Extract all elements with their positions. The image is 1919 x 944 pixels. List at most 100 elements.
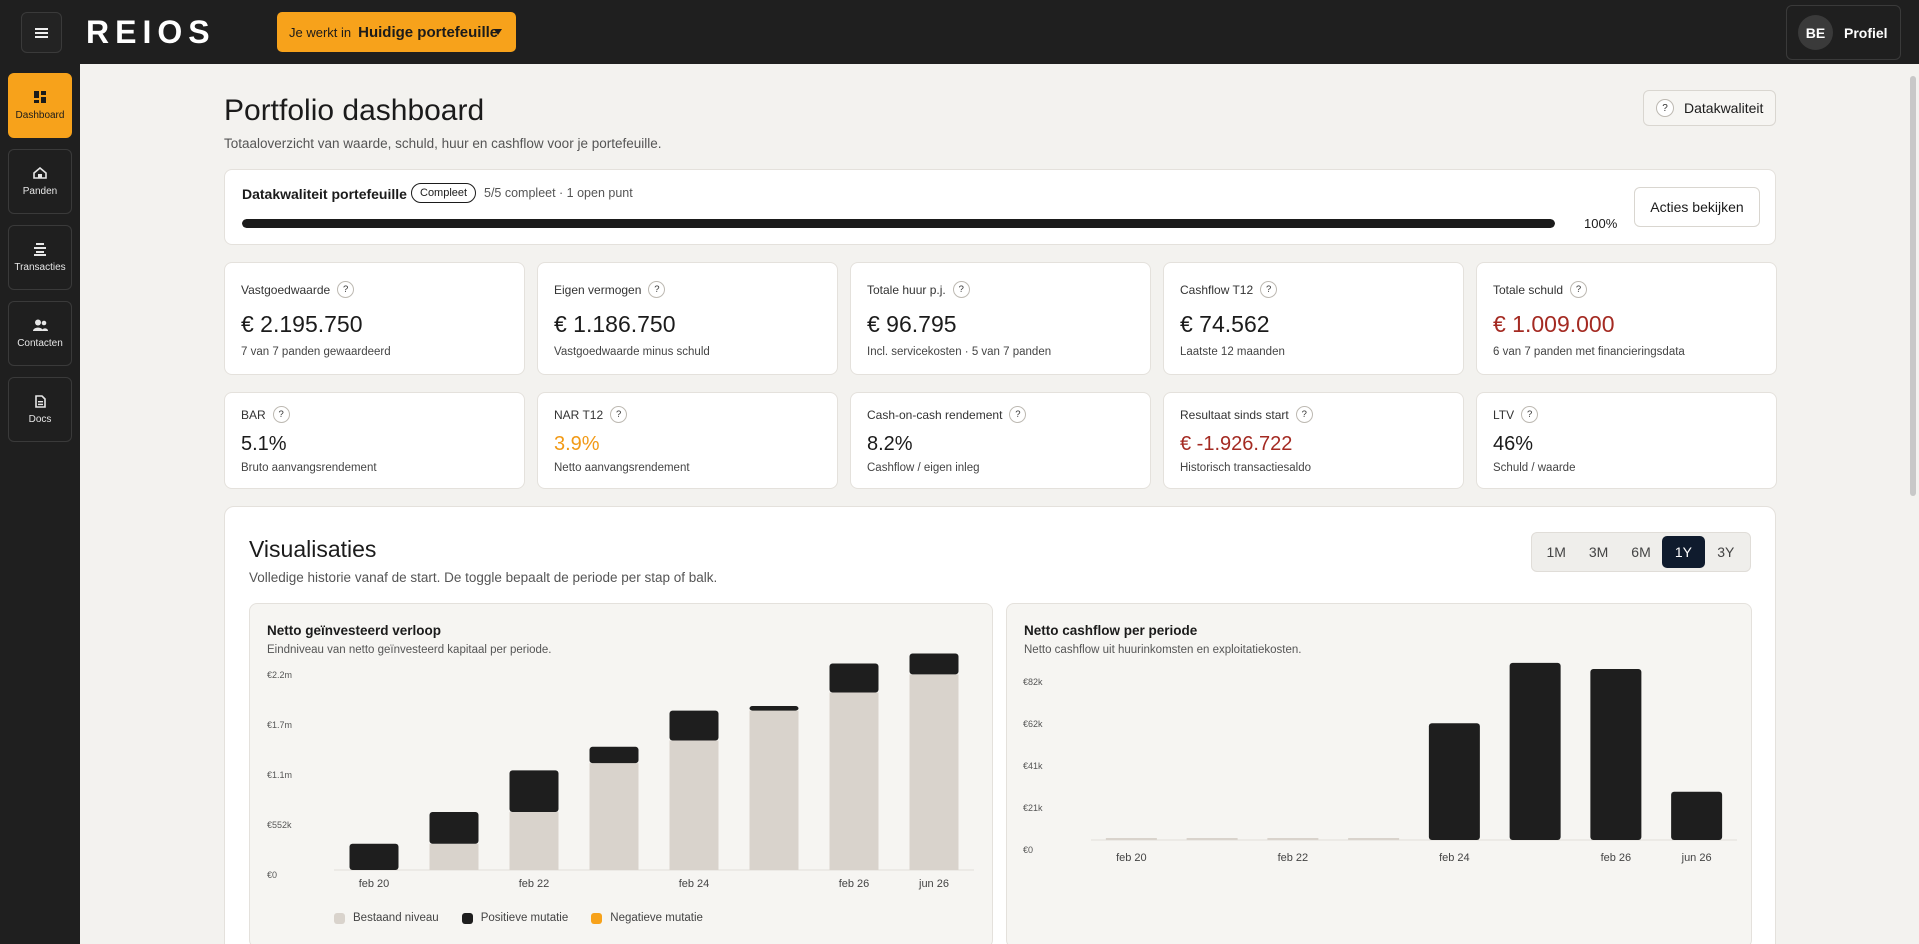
section-subtitle: Volledige historie vanaf de start. De to… bbox=[249, 570, 718, 585]
kpi-value: 46% bbox=[1493, 433, 1534, 455]
kpi-label: Totale schuld bbox=[1493, 282, 1564, 297]
bar-cashflow bbox=[1590, 668, 1642, 840]
visualisaties-section: Visualisaties Volledige historie vanaf d… bbox=[224, 506, 1776, 944]
legend-item: Bestaand niveau bbox=[334, 912, 439, 924]
menu-button[interactable] bbox=[21, 12, 62, 53]
kpi-subtext: Netto aanvangsrendement bbox=[554, 462, 690, 474]
help-icon[interactable]: ? bbox=[610, 406, 628, 423]
y-tick-label: €0 bbox=[1023, 845, 1033, 855]
kpi-card-eigen-vermogen: Eigen vermogen? € 1.186.750 Vastgoedwaar… bbox=[537, 262, 838, 375]
toggle-3m[interactable]: 3M bbox=[1588, 544, 1609, 560]
chart-title: Netto geïnvesteerd verloop bbox=[267, 623, 442, 638]
x-tick-label: jun 26 bbox=[918, 878, 949, 890]
x-tick-label: feb 20 bbox=[1116, 852, 1147, 864]
legend-label: Bestaand niveau bbox=[353, 912, 439, 924]
sidebar-item-docs[interactable]: Docs bbox=[8, 377, 72, 442]
workspace-selector[interactable]: Je werkt in Huidige portefeuille bbox=[277, 12, 516, 52]
bar-existing bbox=[829, 692, 879, 870]
sidebar-item-label: Transacties bbox=[14, 262, 66, 273]
kpi-card-ltv: LTV? 46% Schuld / waarde bbox=[1476, 392, 1777, 489]
bar-positive bbox=[909, 653, 959, 675]
bar-positive bbox=[669, 710, 719, 741]
workspace-value: Huidige portefeuille bbox=[358, 23, 499, 41]
period-toggle: 1M 3M 6M 1Y 3Y bbox=[1531, 532, 1751, 572]
toggle-6m[interactable]: 6M bbox=[1631, 544, 1651, 560]
page-scrollbar[interactable] bbox=[1907, 64, 1919, 944]
dq-meta: 5/5 compleet · 1 open punt bbox=[484, 186, 633, 200]
y-tick-label: €552k bbox=[267, 820, 292, 830]
top-bar: REIOS Je werkt in Huidige portefeuille B… bbox=[0, 0, 1919, 64]
bar-positive bbox=[749, 706, 799, 711]
kpi-label: NAR T12 bbox=[554, 407, 604, 422]
x-tick-label: feb 22 bbox=[1278, 852, 1309, 864]
status-badge: Compleet bbox=[411, 183, 477, 203]
toggle-3y[interactable]: 3Y bbox=[1717, 544, 1735, 560]
sidebar-item-panden[interactable]: Panden bbox=[8, 149, 72, 214]
chart-title: Netto cashflow per periode bbox=[1024, 623, 1198, 638]
legend-label: Positieve mutatie bbox=[480, 912, 569, 924]
kpi-subtext: Incl. servicekosten · 5 van 7 panden bbox=[867, 346, 1052, 358]
kpi-card-totale-schuld: Totale schuld? € 1.009.000 6 van 7 pande… bbox=[1476, 262, 1777, 375]
help-icon[interactable]: ? bbox=[952, 281, 970, 298]
sidebar-item-dashboard[interactable]: Dashboard bbox=[8, 73, 72, 138]
dq-progress-fill bbox=[242, 219, 1555, 228]
kpi-subtext: Vastgoedwaarde minus schuld bbox=[554, 346, 710, 358]
bar-cashflow bbox=[1509, 662, 1561, 840]
help-icon[interactable]: ? bbox=[272, 406, 290, 423]
bar-cashflow bbox=[1671, 791, 1723, 840]
sidebar-item-contacten[interactable]: Contacten bbox=[8, 301, 72, 366]
kpi-value: € 1.009.000 bbox=[1493, 311, 1615, 337]
chart-legend: Bestaand niveau Positieve mutatie Negati… bbox=[334, 912, 726, 924]
bar-positive bbox=[509, 770, 559, 813]
kpi-label: Resultaat sinds start bbox=[1180, 407, 1289, 422]
help-icon[interactable]: ? bbox=[1260, 281, 1278, 298]
kpi-label: Cashflow T12 bbox=[1180, 282, 1254, 297]
kpi-subtext: Laatste 12 maanden bbox=[1180, 346, 1285, 358]
kpi-label: LTV bbox=[1493, 407, 1515, 422]
kpi-subtext: Bruto aanvangsrendement bbox=[241, 462, 377, 474]
help-icon[interactable]: ? bbox=[1570, 281, 1588, 298]
toggle-1y[interactable]: 1Y bbox=[1662, 536, 1705, 568]
bar-existing bbox=[509, 812, 559, 870]
kpi-value: € 96.795 bbox=[867, 311, 957, 337]
bar-cashflow-zero bbox=[1105, 838, 1157, 840]
sidebar-item-label: Panden bbox=[22, 186, 58, 197]
help-icon[interactable]: ? bbox=[1521, 406, 1539, 423]
contacts-icon bbox=[32, 318, 48, 332]
sidebar-item-transacties[interactable]: Transacties bbox=[8, 225, 72, 290]
x-tick-label: feb 26 bbox=[1601, 852, 1632, 864]
datakwaliteit-button[interactable]: ? Datakwaliteit bbox=[1643, 90, 1776, 126]
profile-label: Profiel bbox=[1844, 24, 1888, 41]
kpi-value: 3.9% bbox=[554, 433, 600, 455]
kpi-label: Eigen vermogen bbox=[554, 282, 642, 297]
chart-svg: €0 €552k €1.1m €1.7m €2.2m feb 20 feb 22 feb 24… bbox=[267, 653, 974, 890]
avatar: BE bbox=[1798, 15, 1833, 50]
x-tick-label: feb 26 bbox=[839, 878, 870, 890]
page-title: Portfolio dashboard bbox=[224, 94, 485, 127]
help-icon[interactable]: ? bbox=[648, 281, 666, 298]
page-subtitle: Totaaloverzicht van waarde, schuld, huur… bbox=[224, 136, 662, 151]
app-logo[interactable]: REIOS bbox=[86, 14, 216, 50]
dq-title: Datakwaliteit portefeuille bbox=[242, 186, 407, 202]
bar-existing bbox=[429, 843, 479, 870]
profile-button[interactable]: BE Profiel bbox=[1786, 5, 1901, 60]
scrollbar-thumb[interactable] bbox=[1910, 76, 1916, 496]
document-icon bbox=[32, 394, 48, 408]
workspace-label: Je werkt in bbox=[289, 24, 352, 40]
kpi-value: € 2.195.750 bbox=[241, 311, 363, 337]
bar-cashflow-zero bbox=[1186, 838, 1238, 840]
sidebar-item-label: Docs bbox=[28, 414, 52, 425]
kpi-value: 5.1% bbox=[241, 433, 287, 455]
toggle-1m[interactable]: 1M bbox=[1546, 544, 1566, 560]
x-tick-label: jun 26 bbox=[1681, 852, 1712, 864]
help-icon[interactable]: ? bbox=[1009, 406, 1027, 423]
kpi-subtext: Cashflow / eigen inleg bbox=[867, 462, 980, 474]
bar-existing bbox=[749, 710, 799, 870]
help-icon[interactable]: ? bbox=[1295, 406, 1313, 423]
bar-cashflow-zero bbox=[1267, 838, 1319, 840]
acties-bekijken-button[interactable]: Acties bekijken bbox=[1634, 187, 1760, 227]
kpi-subtext: Schuld / waarde bbox=[1493, 462, 1576, 474]
bar-existing bbox=[669, 740, 719, 870]
x-tick-label: feb 20 bbox=[359, 878, 390, 890]
help-icon[interactable]: ? bbox=[337, 281, 355, 298]
